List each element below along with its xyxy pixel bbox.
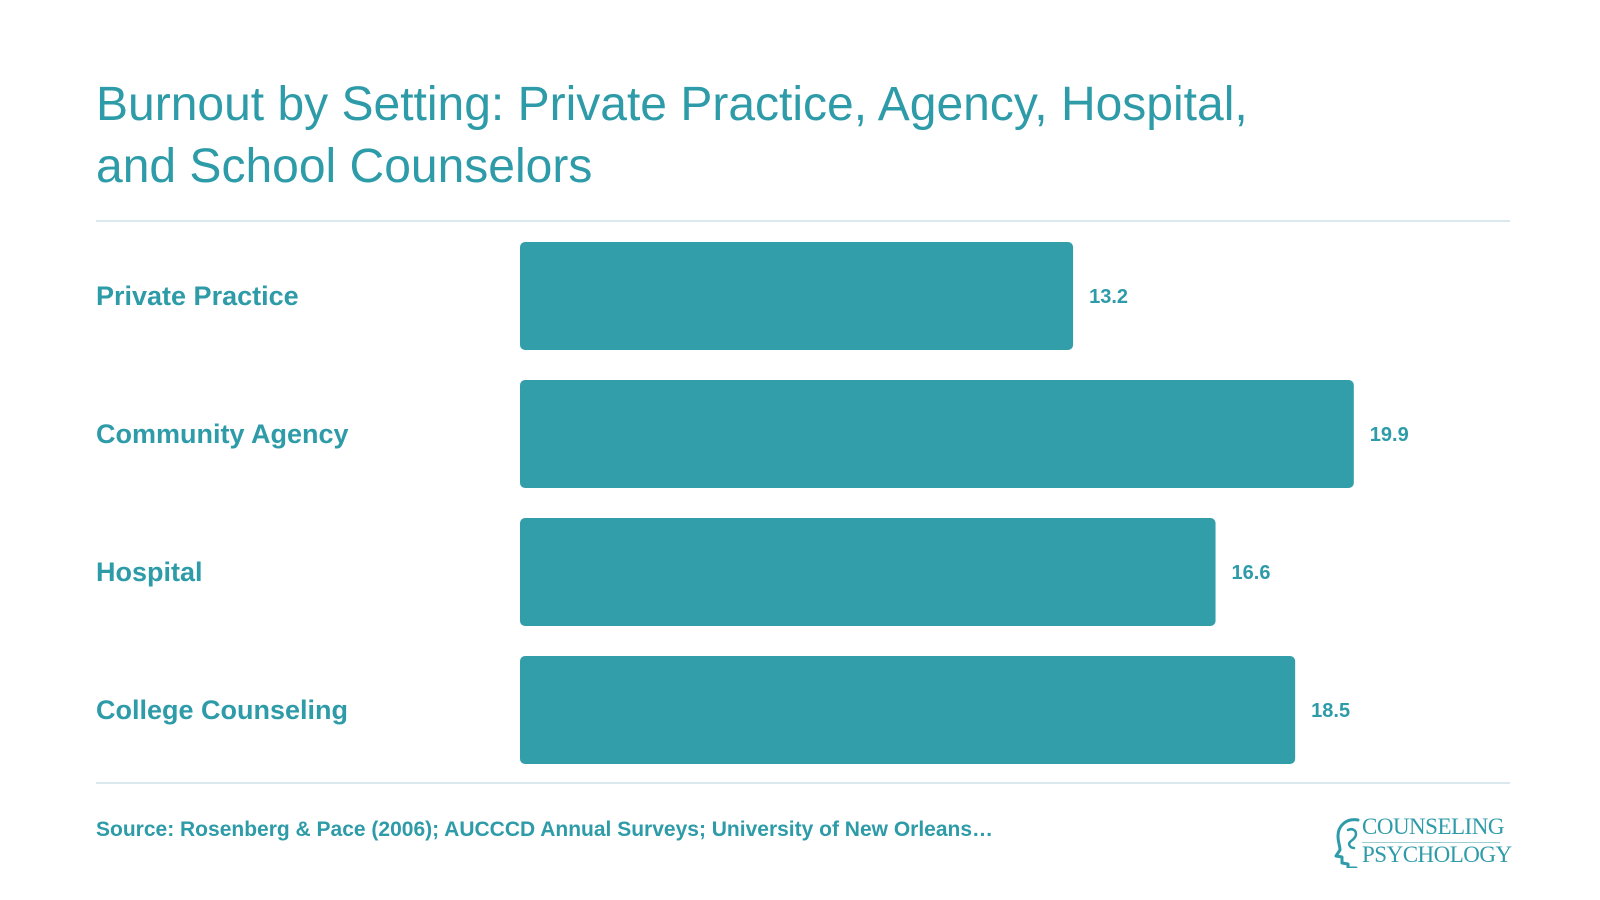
category-label: College Counseling bbox=[96, 695, 348, 725]
bar bbox=[520, 656, 1296, 764]
value-label: 18.5 bbox=[1311, 700, 1350, 722]
top-divider bbox=[96, 220, 1510, 222]
value-label: 16.6 bbox=[1232, 562, 1271, 584]
logo-rule bbox=[1362, 842, 1500, 843]
bottom-divider bbox=[96, 782, 1510, 784]
category-label: Community Agency bbox=[96, 419, 349, 449]
source-note: Source: Rosenberg & Pace (2006); AUCCCD … bbox=[96, 818, 994, 841]
category-label: Private Practice bbox=[96, 281, 299, 311]
logo-text-bottom: PSYCHOLOGY bbox=[1362, 842, 1512, 867]
bar bbox=[520, 518, 1216, 626]
category-label: Hospital bbox=[96, 557, 203, 587]
value-label: 19.9 bbox=[1370, 424, 1409, 446]
brand-logo: COUNSELING PSYCHOLOGY bbox=[1334, 812, 1512, 872]
logo-text-top: COUNSELING bbox=[1362, 814, 1504, 839]
head-profile-icon bbox=[1334, 818, 1360, 868]
bar bbox=[520, 380, 1354, 488]
bar bbox=[520, 242, 1074, 350]
chart-title: Burnout by Setting: Private Practice, Ag… bbox=[96, 78, 1248, 193]
value-label: 13.2 bbox=[1089, 286, 1128, 308]
